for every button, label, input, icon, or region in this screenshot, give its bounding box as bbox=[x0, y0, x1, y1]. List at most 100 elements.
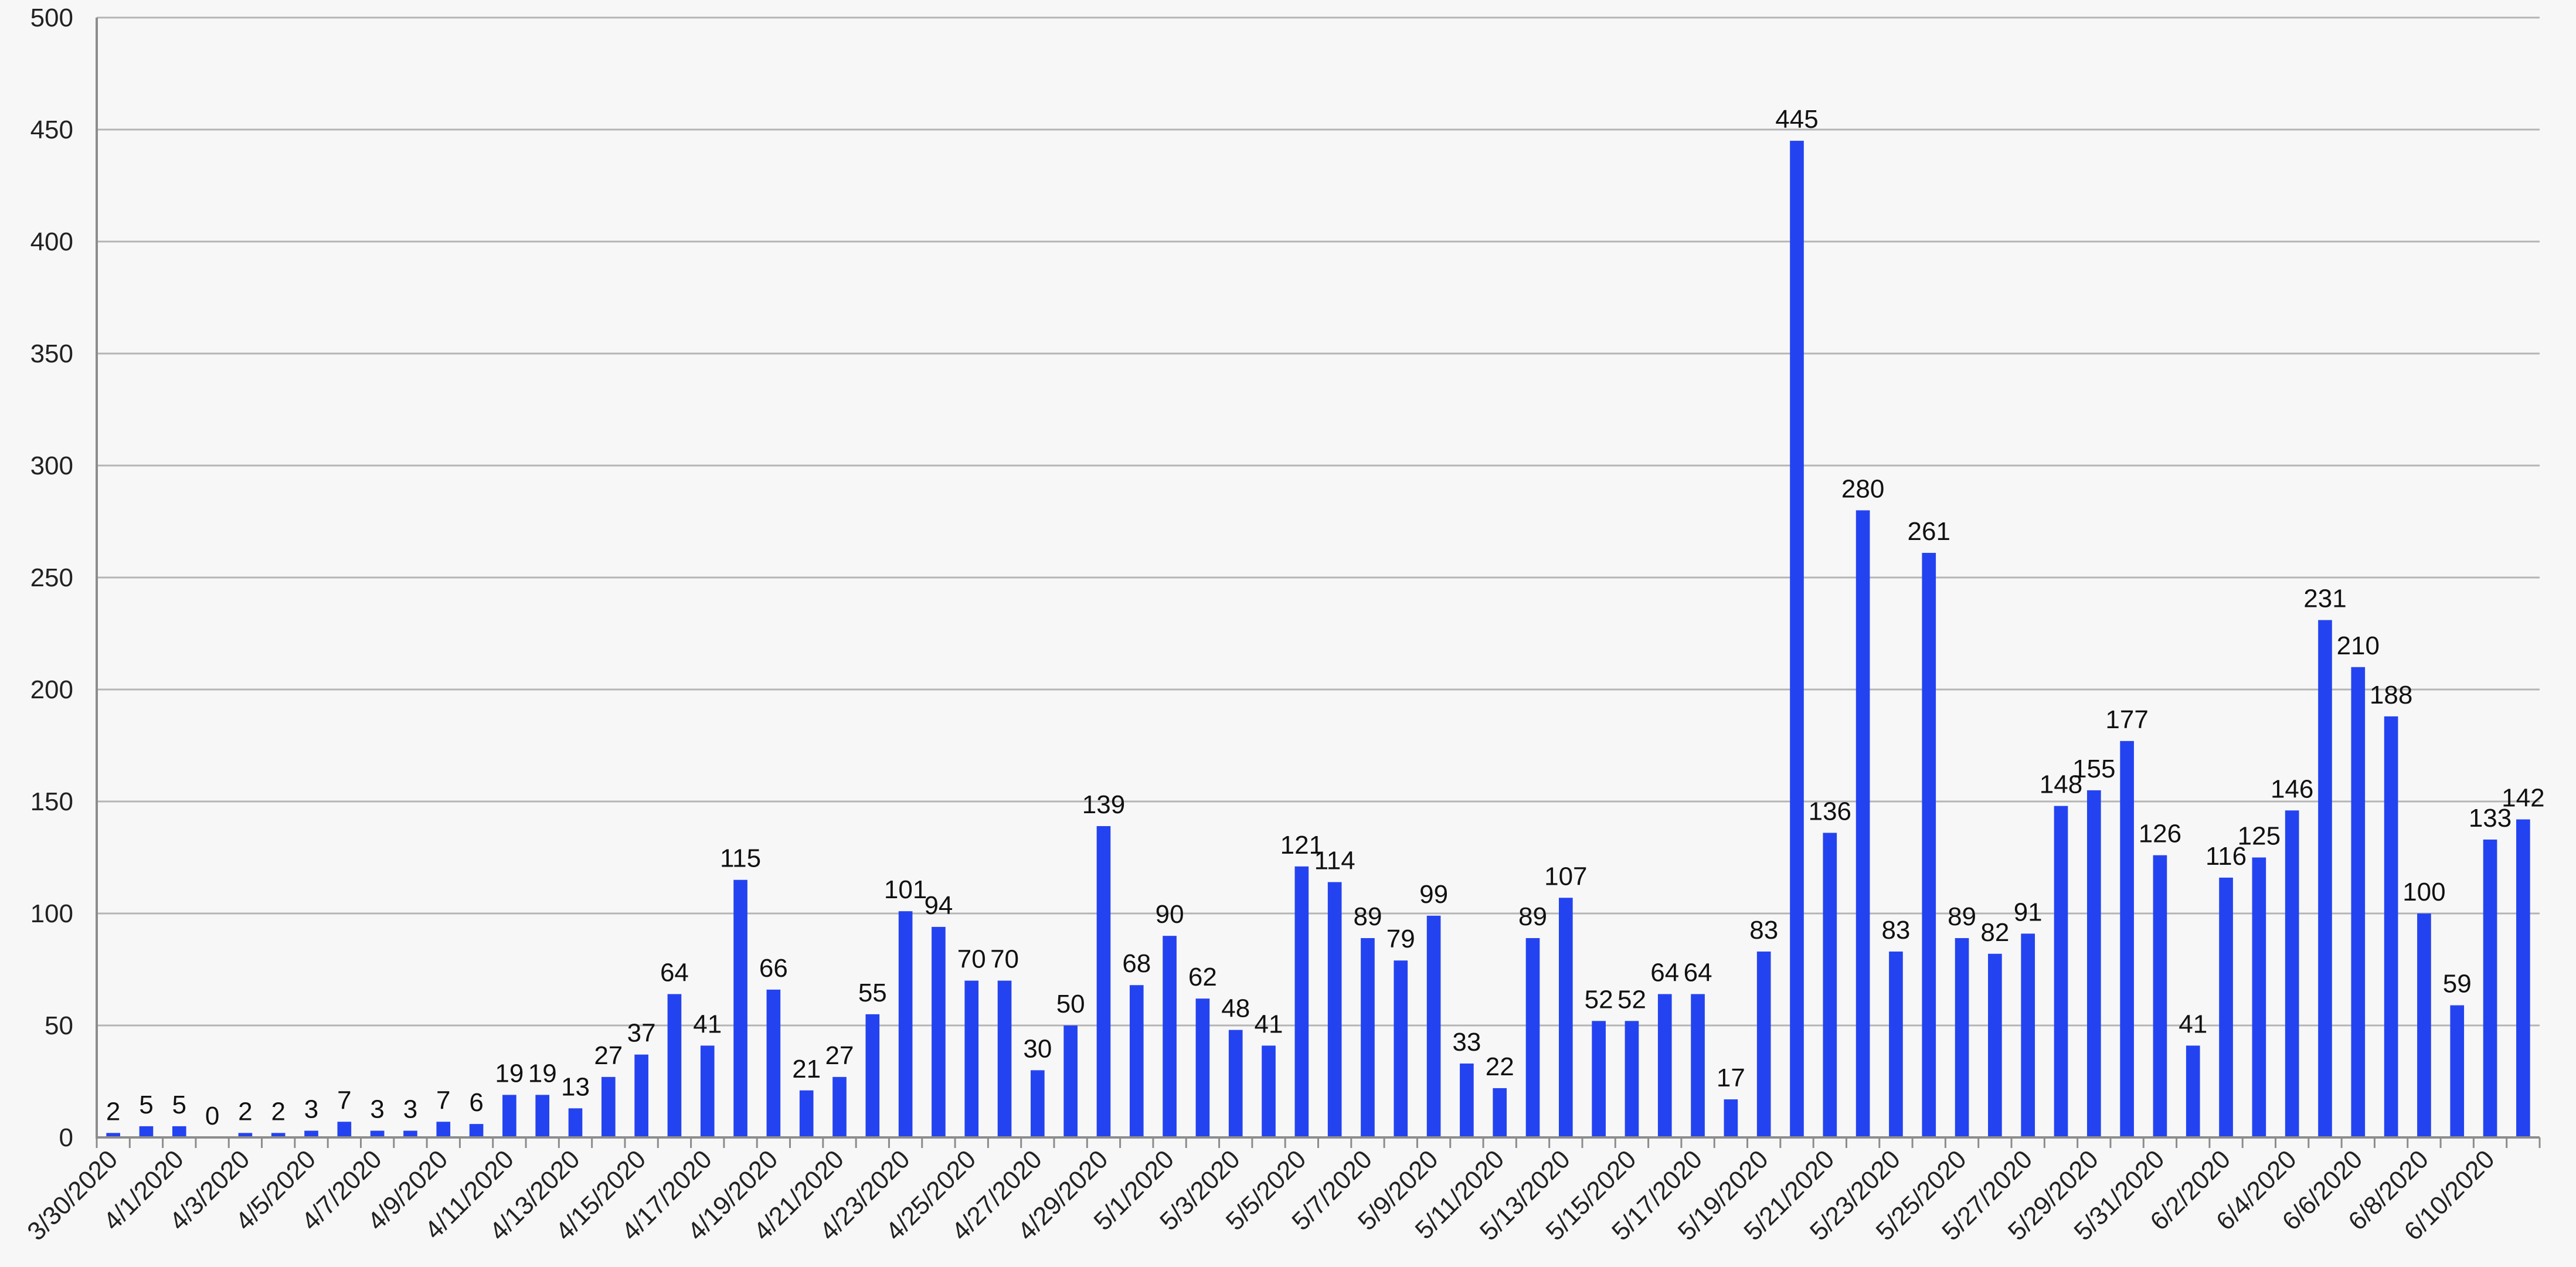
data-label: 155 bbox=[2072, 755, 2115, 783]
bar bbox=[1855, 510, 1870, 1137]
bar bbox=[1361, 938, 1375, 1137]
bar bbox=[1493, 1088, 1507, 1137]
data-label: 13 bbox=[561, 1072, 590, 1101]
bar bbox=[2054, 806, 2068, 1137]
bar bbox=[2417, 913, 2431, 1137]
data-label: 261 bbox=[1908, 517, 1950, 546]
data-label: 62 bbox=[1188, 963, 1217, 991]
data-label: 101 bbox=[884, 875, 927, 904]
bar bbox=[898, 911, 913, 1137]
bar bbox=[172, 1126, 186, 1137]
y-tick-label: 250 bbox=[30, 563, 73, 592]
bar bbox=[106, 1133, 120, 1137]
bar bbox=[2285, 810, 2299, 1137]
data-label: 68 bbox=[1122, 949, 1151, 978]
y-tick-label: 350 bbox=[30, 339, 73, 368]
data-label: 55 bbox=[858, 979, 887, 1007]
data-label: 50 bbox=[1056, 990, 1085, 1018]
bar bbox=[2186, 1045, 2200, 1137]
data-label: 30 bbox=[1023, 1034, 1052, 1063]
axes bbox=[96, 18, 2541, 1148]
bar bbox=[799, 1090, 814, 1137]
bar bbox=[932, 926, 946, 1137]
bar bbox=[1657, 994, 1672, 1137]
bar bbox=[1031, 1070, 1045, 1137]
y-tick-label: 150 bbox=[30, 787, 73, 816]
bar bbox=[2153, 855, 2167, 1137]
data-label: 94 bbox=[924, 891, 953, 920]
bar bbox=[2351, 667, 2366, 1137]
bar bbox=[139, 1126, 154, 1137]
bar bbox=[1889, 951, 1903, 1137]
bar bbox=[964, 980, 979, 1137]
data-label: 133 bbox=[2469, 804, 2512, 833]
bar bbox=[1559, 898, 1573, 1137]
data-label: 83 bbox=[1749, 916, 1778, 945]
data-label: 66 bbox=[759, 954, 788, 983]
data-label: 126 bbox=[2139, 820, 2181, 848]
bar bbox=[469, 1124, 484, 1137]
bar bbox=[1129, 985, 1144, 1137]
data-label: 82 bbox=[1980, 918, 2009, 947]
bar bbox=[436, 1122, 451, 1137]
bar bbox=[865, 1014, 880, 1137]
data-label: 231 bbox=[2303, 585, 2346, 613]
data-label: 3 bbox=[370, 1095, 384, 1124]
bar bbox=[1592, 1021, 1606, 1137]
data-label: 27 bbox=[594, 1041, 623, 1070]
bar bbox=[1063, 1025, 1078, 1137]
bar bbox=[832, 1076, 847, 1137]
bar bbox=[766, 989, 781, 1137]
data-label: 121 bbox=[1280, 831, 1323, 860]
y-tick-label: 300 bbox=[30, 451, 73, 480]
bar bbox=[370, 1130, 385, 1137]
data-label: 37 bbox=[627, 1019, 656, 1048]
y-tick-label: 200 bbox=[30, 675, 73, 704]
data-label: 79 bbox=[1386, 925, 1415, 953]
bars bbox=[106, 141, 2530, 1138]
y-tick-label: 500 bbox=[30, 4, 73, 32]
data-label: 107 bbox=[1544, 862, 1587, 891]
bar bbox=[238, 1133, 253, 1137]
data-label: 19 bbox=[495, 1059, 524, 1088]
data-label: 91 bbox=[2014, 898, 2043, 926]
data-label: 41 bbox=[1255, 1010, 1283, 1038]
bar bbox=[1327, 882, 1342, 1137]
data-label: 2 bbox=[238, 1097, 252, 1126]
bar bbox=[1988, 953, 2002, 1137]
data-label: 142 bbox=[2502, 784, 2544, 813]
data-label: 64 bbox=[1650, 959, 1679, 987]
data-label: 52 bbox=[1585, 985, 1613, 1014]
data-label: 41 bbox=[693, 1010, 722, 1038]
bar bbox=[304, 1130, 318, 1137]
bar bbox=[2483, 839, 2497, 1137]
bar bbox=[1394, 960, 1408, 1137]
bar bbox=[2516, 819, 2530, 1137]
data-label: 48 bbox=[1221, 994, 1250, 1023]
data-label: 90 bbox=[1156, 900, 1184, 929]
data-label: 7 bbox=[436, 1086, 450, 1115]
data-label: 7 bbox=[337, 1086, 351, 1115]
data-label: 125 bbox=[2238, 822, 2281, 851]
data-label: 3 bbox=[403, 1095, 417, 1124]
bar bbox=[1426, 915, 1441, 1137]
data-label: 17 bbox=[1717, 1064, 1745, 1092]
bar bbox=[1922, 552, 1936, 1137]
data-label: 41 bbox=[2179, 1010, 2207, 1038]
data-label: 70 bbox=[990, 945, 1019, 974]
bar bbox=[271, 1133, 286, 1137]
data-label: 2 bbox=[106, 1097, 120, 1126]
bar bbox=[2120, 741, 2134, 1137]
bar bbox=[1756, 951, 1771, 1137]
bar bbox=[2219, 877, 2233, 1137]
data-label: 59 bbox=[2443, 970, 2472, 998]
bar bbox=[1691, 994, 1705, 1137]
bar bbox=[1625, 1021, 1639, 1137]
data-label: 27 bbox=[825, 1041, 854, 1070]
bar bbox=[2021, 933, 2035, 1137]
y-axis-tick-labels: 0 50 100 150 200 250 300 350 400 450 500 bbox=[30, 4, 73, 1152]
y-tick-label: 0 bbox=[59, 1123, 73, 1152]
data-label: 33 bbox=[1452, 1028, 1481, 1057]
bar bbox=[997, 980, 1012, 1137]
